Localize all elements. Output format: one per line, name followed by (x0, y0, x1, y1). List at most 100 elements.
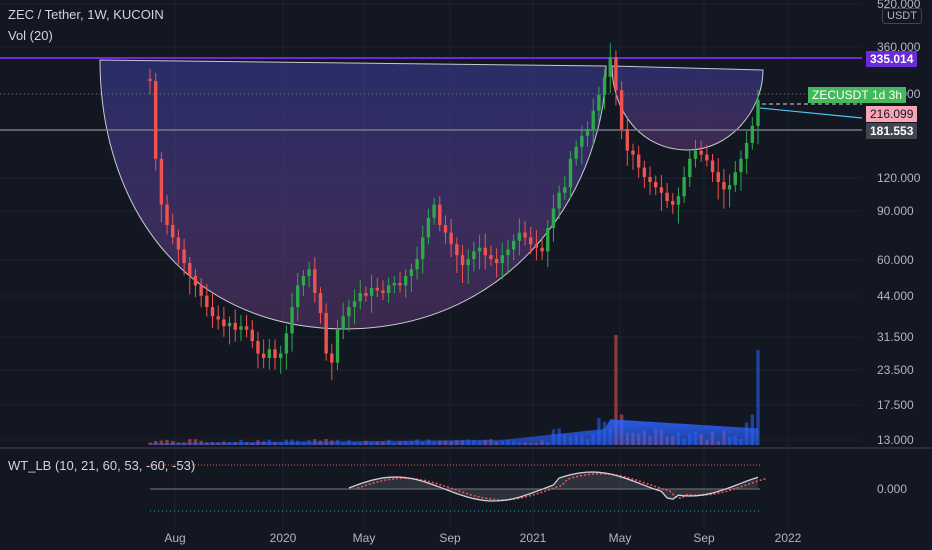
candle-body (324, 313, 328, 354)
candle-body (148, 78, 152, 82)
candle-body (750, 125, 755, 143)
candle-body (739, 158, 743, 173)
candle-body (563, 187, 567, 193)
candle-body (648, 177, 652, 183)
candle-body (676, 196, 681, 205)
wavetrend-indicator-label[interactable]: WT_LB (10, 21, 60, 53, -60, -53) (8, 458, 196, 473)
candle-body (523, 232, 527, 238)
time-tick-label: May (353, 531, 376, 545)
candle-body (296, 285, 300, 308)
volume-indicator-label[interactable]: Vol (20) (8, 28, 53, 43)
candle-body (386, 285, 391, 294)
candle-body (233, 322, 237, 330)
volume-bar (193, 439, 198, 445)
candle-body (403, 275, 408, 286)
candle-body (688, 158, 692, 178)
symbol-title[interactable]: ZEC / Tether, 1W, KUCOIN (8, 7, 164, 22)
last-price-tag: 216.099 (866, 106, 918, 122)
volume-bars (148, 335, 760, 445)
candle-body (716, 172, 720, 183)
candle-body (199, 285, 203, 296)
candle-body (529, 237, 533, 245)
countdown-tag: 1d 3h (868, 87, 907, 103)
trend-line[interactable] (759, 107, 863, 119)
time-axis[interactable]: Aug 2020 May Sep 2021 May Sep 2022 (164, 531, 801, 545)
candle-body (722, 182, 726, 190)
time-tick-label: May (609, 531, 632, 545)
volume-bar (614, 335, 618, 445)
candle-body (597, 94, 601, 111)
candle-body (619, 90, 624, 130)
candle-body (489, 255, 493, 260)
volume-bar (165, 439, 169, 445)
candle-body (438, 204, 442, 225)
candles-group (148, 43, 760, 381)
candle-body (256, 341, 260, 354)
handle-shape (611, 65, 764, 151)
currency-button[interactable]: USDT (882, 8, 922, 24)
candle-body (153, 81, 158, 159)
price-tick-label: 360.000 (877, 40, 921, 54)
candle-body (506, 249, 510, 256)
candle-body (415, 259, 419, 270)
candle-body (472, 251, 476, 260)
candle-body (375, 287, 379, 291)
wt1-line (348, 471, 759, 502)
candle-body (205, 295, 209, 308)
time-tick-label: Sep (439, 531, 461, 545)
candle-body (341, 316, 345, 330)
candle-body (392, 282, 397, 286)
cup-shape (99, 59, 607, 330)
candle-body (188, 263, 192, 276)
price-tick-label: 23.500 (877, 363, 914, 377)
candle-body (352, 301, 357, 308)
price-tick-label: 13.000 (877, 433, 914, 447)
price-axis[interactable]: 520.000360.000250.000120.00090.00060.000… (877, 0, 921, 447)
candle-body (636, 154, 641, 168)
price-tick-label: 120.000 (877, 171, 921, 185)
candle-body (625, 129, 630, 151)
candle-body (534, 244, 539, 248)
candle-body (267, 349, 272, 358)
candle-body (182, 249, 186, 264)
candle-body (608, 57, 612, 77)
candle-body (165, 204, 169, 225)
candle-body (659, 187, 664, 193)
candle-body (494, 259, 499, 264)
candle-body (557, 192, 561, 209)
candle-body (278, 353, 283, 358)
candle-body (500, 255, 505, 264)
price-tick-label: 520.000 (877, 0, 921, 11)
candle-body (301, 275, 306, 286)
candle-body (483, 247, 487, 256)
candle-body (540, 247, 544, 252)
candle-body (756, 100, 760, 126)
candle-body (313, 269, 317, 294)
candle-body (318, 293, 323, 314)
candle-body (227, 322, 232, 327)
candle-body (381, 290, 385, 294)
time-tick-label: 2022 (775, 531, 802, 545)
candle-body (216, 316, 220, 320)
candle-body (364, 293, 368, 296)
candle-body (284, 333, 289, 354)
price-tick-label: 44.000 (877, 289, 914, 303)
candle-body (358, 293, 362, 302)
volume-bar (159, 440, 164, 445)
candle-body (193, 275, 198, 286)
candle-body (449, 232, 453, 245)
candle-body (693, 150, 698, 159)
candle-body (551, 208, 556, 228)
candle-body (222, 319, 226, 327)
candle-body (602, 76, 607, 95)
candle-body (176, 237, 181, 250)
candle-body (744, 142, 749, 159)
candle-body (426, 217, 431, 238)
candle-body (733, 172, 737, 186)
price-tick-label: 31.500 (877, 330, 914, 344)
candle-body (477, 247, 482, 252)
candle-body (614, 57, 618, 91)
candle-body (432, 204, 436, 218)
candle-body (546, 227, 550, 252)
